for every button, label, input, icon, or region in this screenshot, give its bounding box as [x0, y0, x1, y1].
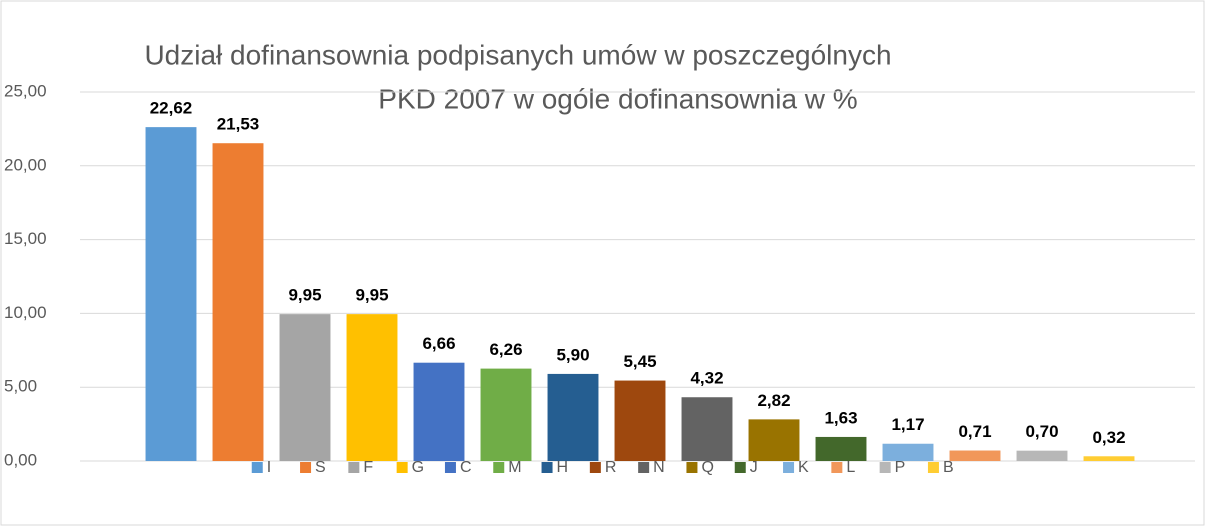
bar — [212, 143, 264, 461]
legend-label: C — [460, 459, 472, 476]
bar — [1083, 456, 1135, 461]
data-label: 1,63 — [824, 408, 857, 427]
data-label: 6,66 — [422, 334, 455, 353]
chart-title-line-1: Udział dofinansownia podpisanych umów w … — [144, 39, 891, 70]
legend-label: S — [315, 459, 326, 476]
legend-label: B — [943, 459, 954, 476]
bar — [547, 373, 599, 461]
legend-label: I — [267, 459, 271, 476]
bar — [681, 397, 733, 461]
y-tick-label: 0,00 — [4, 450, 37, 469]
bar — [748, 419, 800, 461]
legend-swatch — [734, 462, 746, 473]
data-label: 21,53 — [217, 115, 260, 134]
legend-label: F — [363, 459, 373, 476]
legend-swatch — [396, 462, 408, 473]
legend-swatch — [541, 462, 553, 473]
chart-title-line-2: PKD 2007 w ogóle dofinansownia w % — [378, 83, 857, 114]
data-label: 0,32 — [1092, 428, 1125, 447]
legend-swatch — [348, 462, 360, 473]
legend-swatch — [879, 462, 891, 473]
legend-swatch — [831, 462, 843, 473]
bar — [145, 127, 197, 462]
legend-swatch — [686, 462, 698, 473]
legend-label: M — [508, 459, 521, 476]
legend-label: R — [605, 459, 617, 476]
legend-label: L — [846, 459, 855, 476]
legend-swatch — [927, 462, 939, 473]
y-tick-label: 20,00 — [4, 155, 47, 174]
bar — [346, 314, 398, 461]
legend-swatch — [251, 462, 263, 473]
bar — [882, 443, 934, 461]
legend-swatch — [783, 462, 795, 473]
legend-swatch — [493, 462, 505, 473]
y-tick-label: 5,00 — [4, 377, 37, 396]
data-label: 2,82 — [757, 391, 790, 410]
legend-swatch — [638, 462, 650, 473]
bar — [614, 380, 666, 461]
bar — [949, 450, 1001, 461]
legend-label: J — [750, 459, 758, 476]
data-label: 4,32 — [690, 369, 723, 388]
bar — [413, 362, 465, 461]
legend-label: H — [557, 459, 569, 476]
legend-label: G — [412, 459, 424, 476]
data-label: 22,62 — [150, 99, 193, 118]
y-tick-label: 15,00 — [4, 229, 47, 248]
bar — [480, 368, 532, 461]
legend-label: Q — [701, 459, 713, 476]
bar — [1016, 450, 1068, 461]
legend-swatch — [444, 462, 456, 473]
legend-label: K — [798, 459, 809, 476]
legend-label: N — [653, 459, 665, 476]
data-label: 0,70 — [1025, 422, 1058, 441]
data-label: 5,45 — [623, 352, 656, 371]
data-label: 1,17 — [891, 415, 924, 434]
legend-label: P — [895, 459, 906, 476]
data-label: 5,90 — [556, 345, 589, 364]
bar — [815, 436, 867, 461]
y-tick-label: 10,00 — [4, 303, 47, 322]
data-label: 9,95 — [288, 286, 321, 305]
legend-swatch — [300, 462, 312, 473]
bar — [279, 314, 331, 461]
data-label: 9,95 — [355, 286, 388, 305]
data-label: 6,26 — [489, 340, 522, 359]
data-label: 0,71 — [958, 422, 991, 441]
legend-swatch — [589, 462, 601, 473]
y-tick-label: 25,00 — [4, 81, 47, 100]
